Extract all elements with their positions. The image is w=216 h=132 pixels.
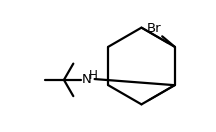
Text: N: N	[82, 73, 92, 86]
Text: Br: Br	[147, 22, 161, 35]
Text: H: H	[89, 69, 97, 82]
